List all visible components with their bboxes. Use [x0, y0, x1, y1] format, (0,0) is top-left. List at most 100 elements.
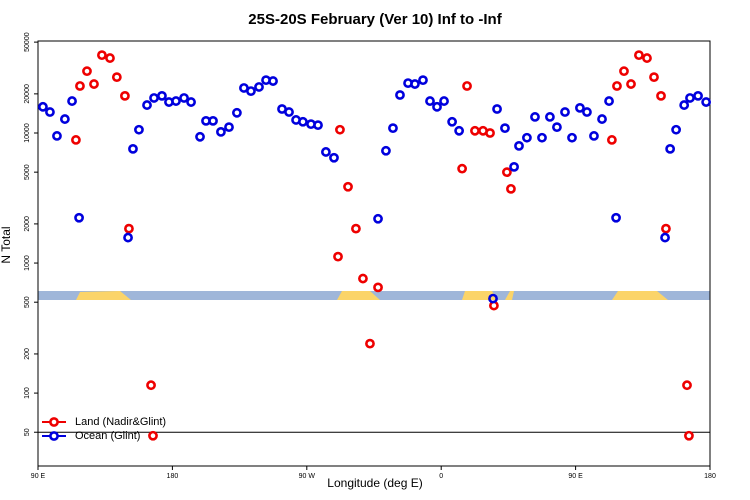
- point: [45, 107, 55, 117]
- point: [157, 90, 167, 101]
- point: [575, 102, 585, 113]
- point: [74, 212, 84, 223]
- point: [186, 97, 196, 107]
- land-shape: [612, 291, 668, 300]
- y-tick-label: 5000: [24, 164, 31, 180]
- point: [537, 132, 547, 143]
- point: [146, 380, 156, 391]
- point: [97, 50, 107, 61]
- point: [522, 132, 532, 143]
- point: [679, 100, 690, 110]
- point: [545, 112, 555, 122]
- y-tick-label: 2000: [24, 216, 31, 232]
- point: [665, 143, 676, 154]
- point: [500, 123, 510, 134]
- point: [582, 107, 592, 117]
- point: [509, 161, 519, 172]
- y-tick-label: 10000: [24, 123, 31, 143]
- y-tick-label: 50: [24, 428, 31, 436]
- point: [597, 114, 607, 124]
- chart-title: 25S-20S February (Ver 10) Inf to -Inf: [248, 11, 502, 28]
- point: [514, 140, 524, 151]
- point: [179, 93, 189, 103]
- point: [373, 282, 383, 293]
- y-tick-label: 50000: [24, 32, 31, 52]
- point: [246, 86, 256, 97]
- point: [313, 120, 323, 131]
- point: [418, 75, 428, 86]
- y-tick-label: 20000: [24, 84, 31, 104]
- legend: Land (Nadir&Glint) Ocean (Glint): [42, 416, 166, 442]
- y-tick-label: 200: [24, 348, 31, 360]
- point: [333, 251, 343, 262]
- point: [128, 143, 138, 154]
- point: [298, 116, 308, 127]
- point: [67, 96, 77, 106]
- point: [671, 124, 682, 135]
- point: [38, 101, 48, 112]
- point: [447, 116, 458, 127]
- x-tick-label: 90 E: [31, 473, 46, 480]
- point: [502, 167, 512, 178]
- point: [232, 107, 242, 118]
- point: [660, 232, 670, 243]
- point: [560, 107, 570, 117]
- point: [365, 338, 375, 349]
- y-tick-label: 1000: [24, 255, 31, 271]
- point: [457, 163, 468, 174]
- point: [123, 232, 133, 243]
- legend-label: Ocean (Glint): [75, 430, 140, 442]
- point: [120, 90, 130, 101]
- point: [124, 223, 134, 234]
- point: [552, 122, 562, 133]
- point: [59, 114, 70, 124]
- point: [619, 66, 629, 77]
- x-axis-label: Longitude (deg E): [327, 476, 422, 490]
- point: [642, 53, 652, 63]
- point: [604, 96, 614, 106]
- point: [626, 79, 636, 89]
- point: [410, 79, 420, 89]
- point: [425, 96, 435, 106]
- point: [567, 132, 577, 143]
- point: [71, 135, 81, 145]
- x-tick-label: 90 W: [299, 473, 316, 480]
- point: [142, 100, 152, 110]
- point: [649, 72, 659, 83]
- point: [195, 131, 205, 142]
- point: [530, 112, 540, 122]
- point: [634, 50, 644, 61]
- point: [439, 96, 449, 106]
- point: [52, 131, 62, 141]
- point: [224, 122, 234, 133]
- point: [148, 430, 158, 441]
- point: [149, 93, 159, 103]
- point: [685, 93, 695, 103]
- y-axis-label: N Total: [0, 226, 13, 263]
- x-tick-label: 90 E: [568, 473, 583, 480]
- land-ocean-band: [38, 291, 710, 300]
- point: [216, 126, 226, 137]
- point: [343, 181, 353, 192]
- point: [388, 123, 398, 134]
- point: [358, 273, 368, 284]
- point: [684, 430, 694, 441]
- legend-marker: [49, 417, 59, 427]
- point: [134, 124, 144, 135]
- point: [351, 223, 361, 234]
- point: [268, 76, 278, 86]
- point: [589, 131, 599, 141]
- point: [254, 82, 264, 92]
- point: [612, 81, 622, 91]
- point: [171, 96, 181, 106]
- point: [611, 212, 621, 223]
- point: [682, 380, 692, 391]
- legend-label: Land (Nadir&Glint): [75, 416, 166, 428]
- land-shape: [337, 291, 380, 300]
- point: [105, 53, 115, 63]
- x-tick-label: 0: [439, 473, 443, 480]
- point: [606, 135, 617, 145]
- x-tick-label: 180: [704, 473, 716, 480]
- point: [381, 145, 391, 156]
